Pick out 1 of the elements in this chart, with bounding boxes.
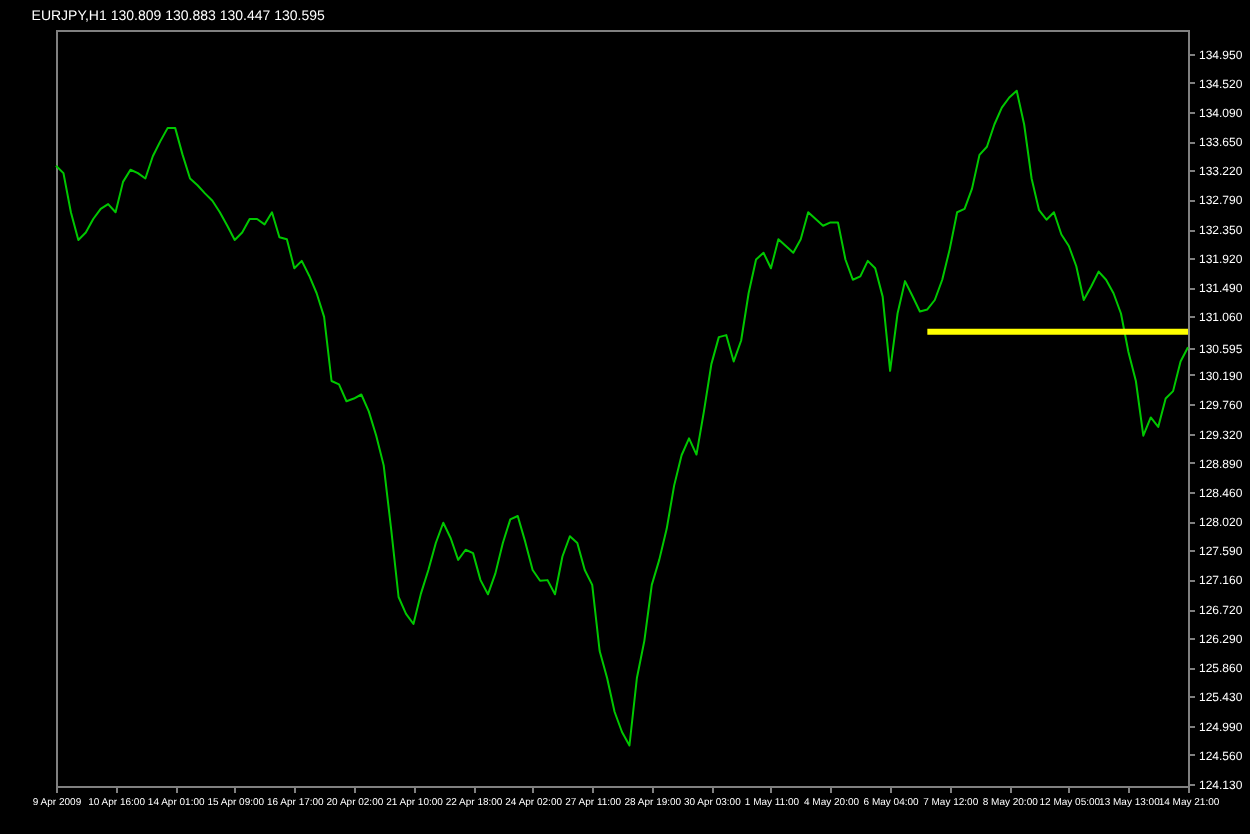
line-series — [55, 89, 1189, 747]
